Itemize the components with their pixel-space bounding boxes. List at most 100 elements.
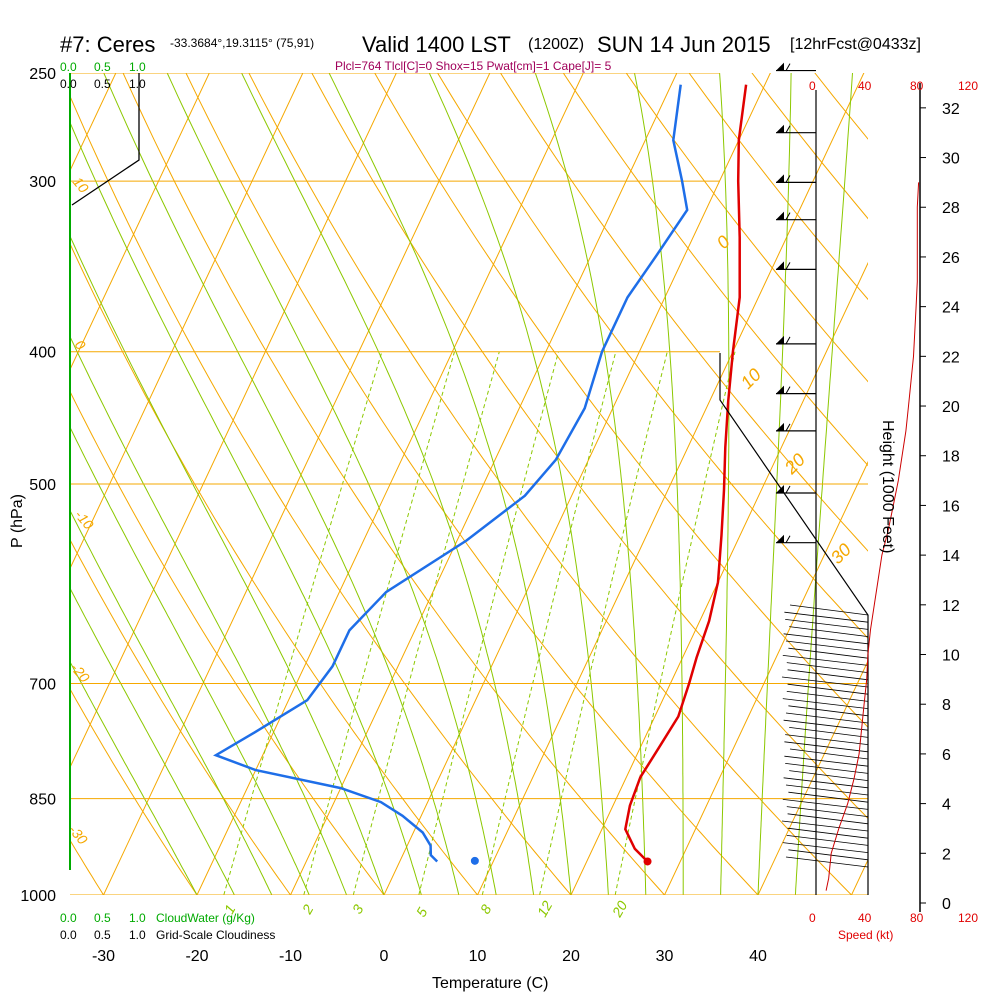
valid-date: SUN 14 Jun 2015	[597, 32, 771, 57]
mixing-ratio-line-8	[481, 351, 617, 895]
speed-profile	[825, 182, 920, 891]
moist-adiabat-40	[757, 73, 792, 895]
stability-indices: Plcl=764 Tlcl[C]=0 Shox=15 Pwat[cm]=1 Ca…	[335, 59, 612, 73]
pressure-tick-850: 850	[29, 792, 56, 809]
cl-bottom-tick-1: 0.5	[94, 928, 111, 942]
moist-adiabat-label-0: 0	[713, 232, 734, 253]
cloudiness-label: Grid-Scale Cloudiness	[156, 928, 275, 942]
wind-barb-feather-9	[785, 535, 791, 543]
low-level-barb-22	[785, 763, 869, 774]
mixing-ratio-line-3	[352, 351, 500, 895]
low-level-barb-33	[782, 842, 869, 853]
valid-zulu: (1200Z)	[528, 36, 584, 53]
moist-adiabat-44	[794, 73, 854, 895]
low-level-barb-13	[782, 698, 869, 709]
speed-top-tick-3: 120	[958, 79, 978, 93]
wind-barb-flag-8	[776, 485, 784, 493]
moist-adiabat-36	[719, 73, 730, 895]
wind-barb-feather-0	[785, 63, 791, 71]
low-level-barb-9	[787, 669, 869, 681]
isotherm-0	[383, 73, 771, 895]
height-tick-20: 20	[942, 399, 960, 416]
dry-adiabat-0	[70, 390, 385, 895]
speed-bottom-tick-1: 40	[858, 911, 872, 925]
moist-adiabat-16	[241, 73, 535, 895]
mixing-ratio-label-4: 8	[477, 902, 495, 917]
height-tick-12: 12	[942, 598, 960, 615]
dry-adiabat-80	[437, 73, 868, 639]
speed-top-tick-2: 80	[910, 79, 924, 93]
low-level-barb-32	[786, 835, 869, 846]
speed-profile-line	[825, 182, 920, 891]
height-tick-8: 8	[942, 697, 951, 714]
moist-adiabat-32	[633, 73, 684, 895]
cl-top-tick-0: 0.0	[60, 77, 77, 91]
speed-bottom-tick-2: 80	[910, 911, 924, 925]
low-level-barb-35	[785, 856, 869, 868]
cw-bottom-tick-0: 0.0	[60, 911, 77, 925]
cloudiness-profile	[71, 73, 140, 206]
low-level-barb-7	[782, 655, 869, 666]
isotherm-50	[850, 858, 868, 895]
wind-barb-flag-6	[776, 385, 784, 394]
dry-adiabat-100	[562, 73, 868, 467]
isotherm--20	[196, 73, 584, 895]
dry-adiabat-label-1: 0	[72, 337, 89, 353]
low-level-barb-0	[789, 604, 869, 616]
wind-barb-flag-1	[776, 124, 784, 133]
low-level-barb-25	[785, 784, 869, 796]
dry-adiabat-110	[625, 73, 868, 383]
speed-bottom-tick-0: 0	[809, 911, 816, 925]
temperature-tick--10: -10	[279, 948, 302, 965]
low-level-barb-10	[781, 676, 869, 688]
wind-barb-feather-4	[785, 262, 791, 270]
height-tick-32: 32	[942, 101, 960, 118]
low-level-barb-11	[787, 683, 869, 695]
height-tick-2: 2	[942, 846, 951, 863]
station-coords: -33.3684°,19.3115° (75,91)	[170, 36, 314, 50]
pressure-tick-1000: 1000	[20, 888, 56, 905]
temperature-line	[623, 84, 748, 863]
isobars	[70, 73, 868, 895]
dry-adiabat-70	[374, 73, 868, 728]
low-level-barb-6	[788, 647, 869, 659]
isotherm--40	[70, 73, 397, 769]
dry-adiabat-20	[70, 95, 572, 895]
mixing-ratio-line-5	[418, 351, 559, 895]
sounding-series	[213, 84, 748, 866]
dry-adiabat-label-3: -20	[68, 660, 93, 686]
low-level-barb-34	[788, 849, 869, 861]
speed-top-tick-1: 40	[858, 79, 872, 93]
pressure-tick-700: 700	[29, 677, 56, 694]
cw-top-tick-1: 0.5	[94, 60, 111, 74]
height-tick-4: 4	[942, 797, 951, 814]
low-level-barb-4	[783, 633, 869, 645]
wind-barbs	[776, 62, 869, 868]
wind-barb-flag-7	[776, 422, 784, 431]
height-tick-28: 28	[942, 200, 960, 217]
temperature-tick-labels: -30 -20 -10 0 10 20 30 40	[92, 948, 767, 965]
moist-adiabat-12	[166, 73, 497, 895]
wind-barb-flag-2	[776, 174, 784, 183]
dry-adiabat-130	[751, 73, 868, 220]
mixing-ratio-line-1	[223, 351, 383, 895]
low-level-barb-5	[785, 640, 869, 652]
isotherm-30	[663, 460, 868, 895]
isotherm--50	[70, 73, 304, 570]
height-tick-0: 0	[942, 896, 951, 913]
pressure-tick-300: 300	[29, 174, 56, 191]
low-level-barb-17	[789, 727, 869, 738]
speed-axis-label: Speed (kt)	[838, 928, 893, 942]
mixing-ratio-label-2: 3	[349, 902, 367, 917]
temperature-tick-40: 40	[749, 948, 767, 965]
cl-bottom-tick-0: 0.0	[60, 928, 77, 942]
moist-adiabat-label-1: 10	[737, 365, 765, 393]
low-level-barb-29	[787, 813, 869, 825]
low-level-barb-21	[784, 755, 869, 767]
low-level-barb-3	[789, 626, 869, 637]
pressure-tick-400: 400	[29, 345, 56, 362]
mixing-ratio-line-12	[539, 351, 668, 895]
low-level-barb-27	[782, 799, 869, 810]
temperature-tick--30: -30	[92, 948, 115, 965]
